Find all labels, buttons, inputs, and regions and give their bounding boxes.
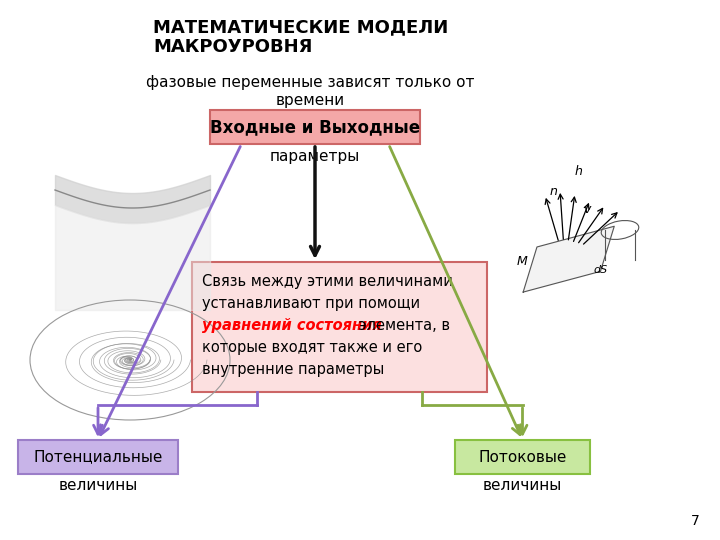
FancyBboxPatch shape <box>192 262 487 392</box>
FancyBboxPatch shape <box>210 110 420 144</box>
Text: устанавливают при помощи: устанавливают при помощи <box>202 296 420 311</box>
Text: внутренние параметры: внутренние параметры <box>202 362 384 377</box>
Text: элемента, в: элемента, в <box>354 318 450 333</box>
Text: величины: величины <box>58 478 138 493</box>
Text: n: n <box>550 185 558 198</box>
Text: Входные и Выходные: Входные и Выходные <box>210 118 420 136</box>
Polygon shape <box>523 226 614 292</box>
Text: M: M <box>517 255 528 268</box>
Text: уравнений состояния: уравнений состояния <box>202 318 382 333</box>
Text: Потоковые: Потоковые <box>478 449 567 464</box>
Text: МАКРОУРОВНЯ: МАКРОУРОВНЯ <box>153 38 312 56</box>
FancyBboxPatch shape <box>18 440 178 474</box>
Text: v: v <box>583 203 590 216</box>
Text: которые входят также и его: которые входят также и его <box>202 340 422 355</box>
Text: dS: dS <box>593 265 607 275</box>
Text: h: h <box>575 165 583 178</box>
FancyBboxPatch shape <box>455 440 590 474</box>
Text: величины: величины <box>483 478 562 493</box>
Text: фазовые переменные зависят только от: фазовые переменные зависят только от <box>145 75 474 90</box>
Text: времени: времени <box>276 93 345 108</box>
Text: Связь между этими величинами: Связь между этими величинами <box>202 274 453 289</box>
Text: Потенциальные: Потенциальные <box>33 449 163 464</box>
Text: параметры: параметры <box>270 149 360 164</box>
Text: МАТЕМАТИЧЕСКИЕ МОДЕЛИ: МАТЕМАТИЧЕСКИЕ МОДЕЛИ <box>153 18 449 36</box>
Text: 7: 7 <box>691 514 700 528</box>
